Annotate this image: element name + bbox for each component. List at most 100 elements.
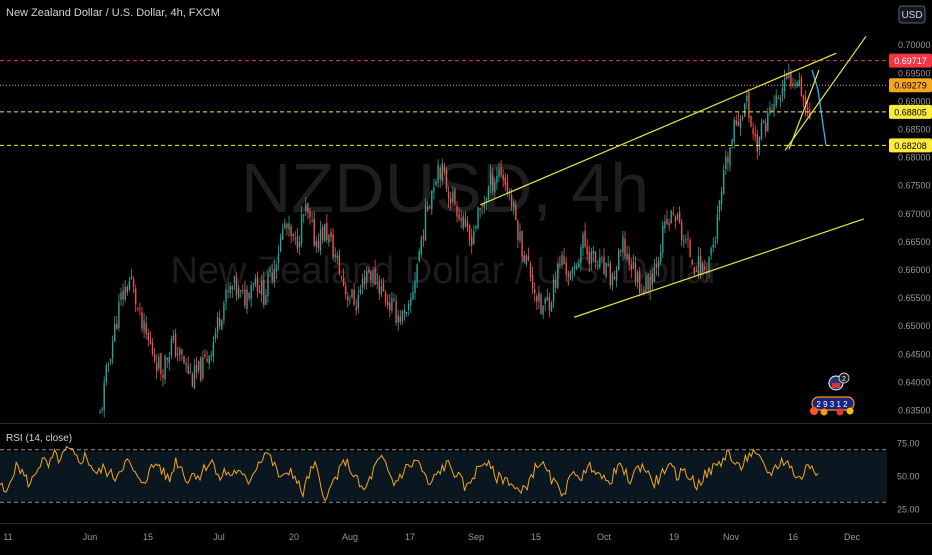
candle-body [372,270,374,284]
candle-body [126,286,128,293]
candle-body [191,374,194,387]
candle-body [109,358,112,363]
candle-body [634,263,637,282]
candle-body [221,319,223,330]
time-tick-label: Dec [844,532,861,542]
candle-body [378,282,380,294]
candle-body [334,254,336,258]
candle-body [506,181,509,194]
candle-body [521,231,523,258]
candle-body [569,271,572,280]
time-axis[interactable]: 11 Jun 15 Jul 20 Aug 17 Sep 15 Oct 19 Nov 16 Dec [3,532,860,542]
candle-body [594,252,597,262]
candle-body [265,295,267,306]
candle-body [527,256,530,262]
candle-body [395,300,397,323]
candle-body [546,297,548,301]
badge-counter-top: 2 [842,376,846,383]
candle-body [691,259,693,265]
currency-button-label[interactable]: USD [901,10,922,21]
candle-body [353,289,355,305]
candle-body [328,234,330,243]
candle-body [773,103,775,112]
price-level-label-bg [889,53,932,68]
candle-body [746,95,748,101]
candle-body [603,256,605,274]
candle-body [500,167,502,176]
candle-body [544,298,546,304]
candle-body [315,240,317,247]
candle-body [99,412,101,414]
candle-body [403,310,406,314]
candle-body [282,229,284,240]
currency-button[interactable]: USD [898,5,926,24]
candle-body [573,265,576,269]
candle-body [223,302,225,321]
flag-badge[interactable]: 2 [828,372,850,391]
candle-body [460,218,462,221]
candle-body [368,270,370,273]
candle-body [662,225,664,253]
candle-body [254,278,257,285]
candle-body [397,315,399,323]
candle-body [580,247,582,264]
candle-body [414,280,416,294]
candle-body [674,216,677,222]
candle-body [330,231,332,238]
candle-body [162,374,164,379]
candle-body [802,95,805,100]
candle-body [498,169,500,177]
time-tick-label: Jul [213,532,225,542]
candle-body [122,290,124,300]
currency-button-frame[interactable] [898,5,926,24]
price-tick-label: 0.64500 [898,349,931,359]
candle-body [183,356,185,364]
candle-body [132,279,135,286]
candle-body [363,276,366,285]
candle-body [645,275,647,293]
candle-body [788,72,790,78]
emoji-badges[interactable]: 2 9 3 1 2 [810,396,855,416]
heart-icon [836,408,844,416]
candle-body [489,173,492,186]
candle-body [630,264,632,270]
price-tick-label: 0.68500 [898,125,931,135]
candle-body [447,191,450,200]
candle-body [790,72,792,87]
candle-body [166,358,168,361]
candle-body [229,285,231,293]
candle-body [170,339,173,356]
candle-body [374,267,376,285]
time-tick-label: 11 [3,532,12,542]
candle-body [718,200,721,213]
candle-body [636,272,639,283]
candle-body [504,177,506,185]
candle-body [198,360,200,371]
candle-body [143,320,145,332]
candle-body [599,257,601,268]
candle-body [149,339,152,345]
candle-body [668,222,670,226]
candle-body [439,167,441,180]
candle-body [657,261,660,268]
rsi-axis[interactable]: 75.00 50.00 25.00 [897,439,920,515]
candle-body [321,226,324,241]
candle-body [471,237,473,246]
candle-body [416,264,418,283]
candle-body [233,276,236,284]
candle-body [529,263,532,278]
time-tick-label: Sep [468,532,484,542]
candle-body [145,323,147,334]
candle-body [762,120,765,124]
candle-body [557,263,559,288]
candle-body [653,267,656,282]
candle-body [649,276,651,292]
star-icon [846,407,854,415]
flag-icon-stripes [832,383,840,388]
rsi-tick-label: 75.00 [897,439,920,449]
rsi-pane-fill [0,452,887,501]
price-axis[interactable]: 0.70000 0.69500 0.69000 0.68500 0.68000 0.675… [898,40,931,415]
candle-body [695,270,698,272]
